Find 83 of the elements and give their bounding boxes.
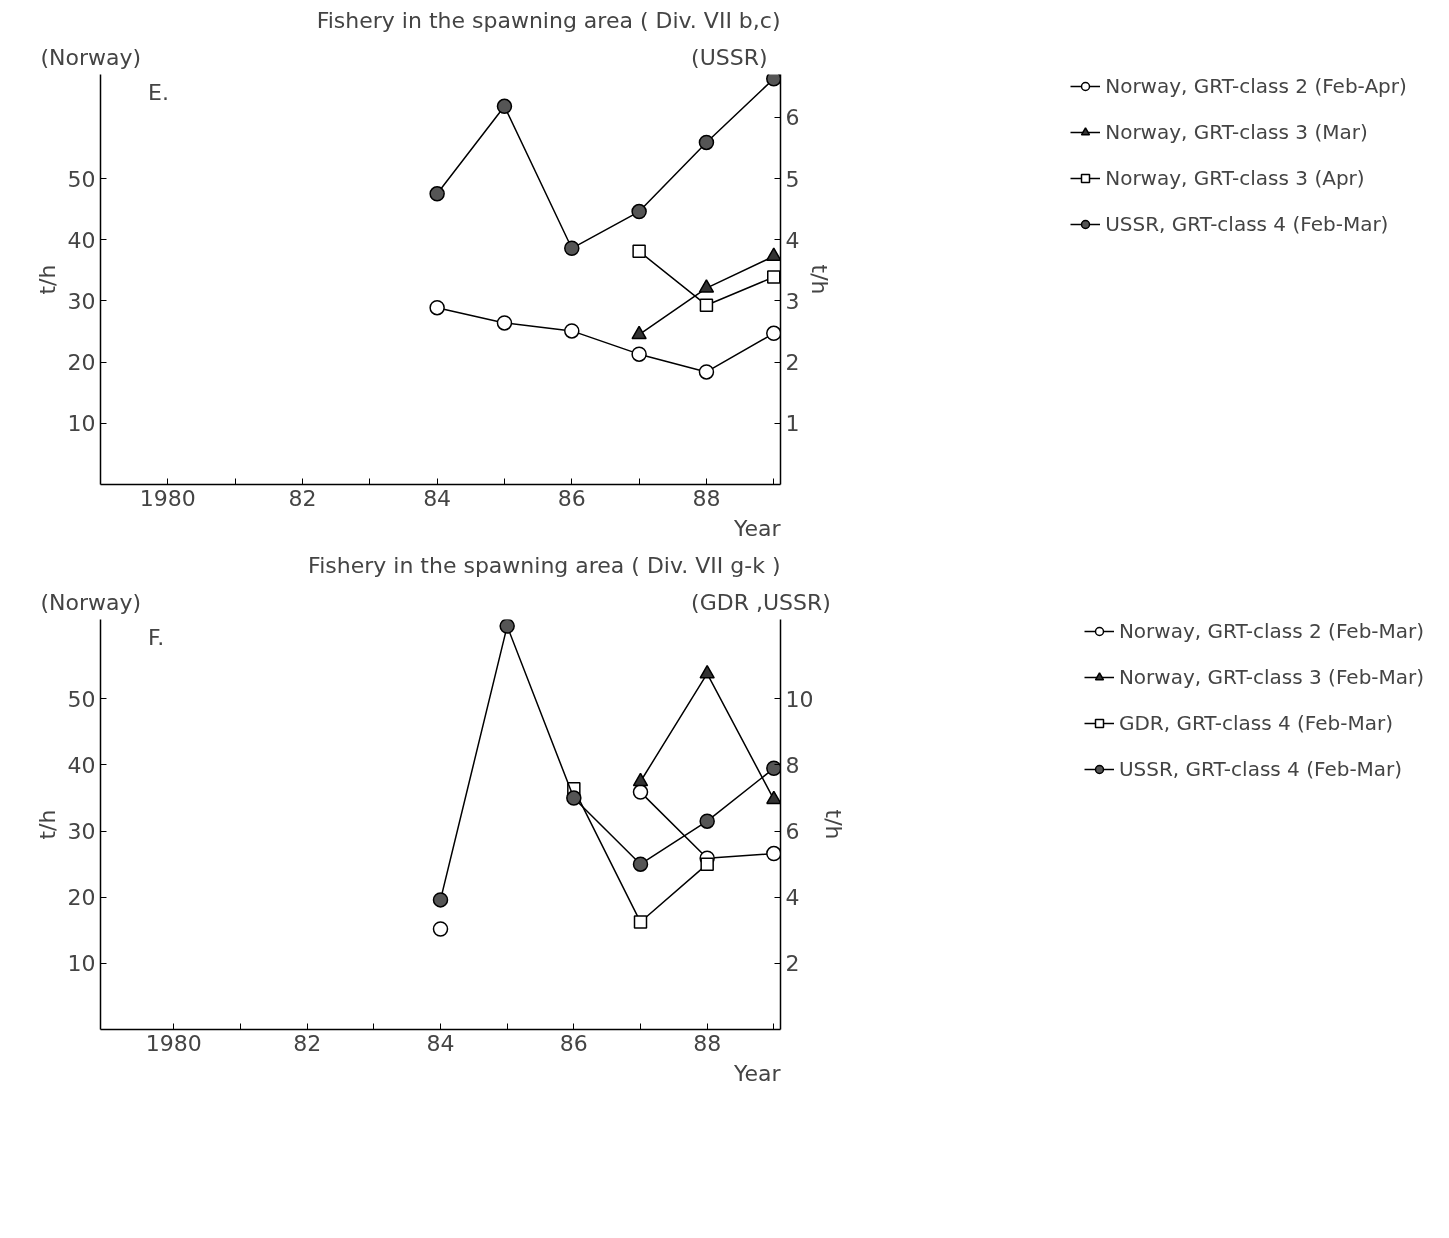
legend-label: Norway, GRT-class 3 (Mar) (1105, 120, 1368, 144)
y2-tick-label: 5 (785, 166, 800, 192)
point (699, 664, 715, 679)
x-tick-label: 86 (557, 485, 586, 511)
y-tick-label: 20 (67, 885, 96, 911)
legend-label: Norway, GRT-class 2 (Feb-Mar) (1118, 619, 1425, 643)
x-tick-label: 84 (423, 485, 452, 511)
legend-label: USSR, GRT-class 4 (Feb-Mar) (1118, 757, 1403, 781)
x-tick-label: 86 (559, 1030, 588, 1056)
y2-tick-label: 6 (785, 105, 800, 131)
x-tick-label: 82 (288, 485, 317, 511)
point (766, 845, 781, 862)
point (429, 186, 445, 202)
x-tick-label: 84 (426, 1030, 455, 1056)
point (564, 323, 580, 339)
y-tick-label: 20 (67, 350, 96, 376)
x-tick-label: 88 (692, 485, 721, 511)
point (496, 315, 513, 331)
point (432, 892, 449, 908)
point (566, 790, 582, 806)
point (766, 325, 781, 342)
point (633, 915, 648, 929)
annotation: E. (148, 79, 170, 105)
y2-tick-label: 8 (785, 752, 800, 778)
y2-tick-label: 4 (785, 885, 800, 911)
y2-tick-label: 2 (785, 350, 800, 376)
text: (Norway) (GDR ,USSR) (40, 589, 831, 615)
x-axis-title: Year (732, 1060, 782, 1086)
y2-tick-label: 4 (785, 227, 800, 253)
y2-tick-label: 1 (785, 411, 800, 437)
y-axis-title: t/h (34, 264, 60, 295)
legend-label: GDR, GRT-class 4 (Feb-Mar) (1118, 711, 1394, 735)
point (698, 279, 715, 293)
point (698, 364, 715, 380)
y2-tick-label: 6 (785, 819, 800, 845)
x-tick-label: 88 (693, 1030, 722, 1056)
legend-label: USSR, GRT-class 4 (Feb-Mar) (1105, 212, 1389, 236)
y-tick-label: 40 (67, 752, 96, 778)
point (632, 244, 646, 259)
x-tick-label: 1980 (145, 1030, 202, 1056)
legend-label: Norway, GRT-class 2 (Feb-Apr) (1105, 74, 1407, 98)
legend-label: Norway, GRT-class 3 (Apr) (1105, 166, 1365, 190)
y2-axis-title: t/h (821, 809, 847, 840)
y2-axis-title: t/h (807, 264, 833, 295)
point (631, 346, 647, 362)
point (499, 619, 515, 634)
point (631, 325, 647, 340)
legend-label: Norway, GRT-class 3 (Feb-Mar) (1118, 665, 1425, 689)
x-axis-title: Year (732, 515, 782, 541)
point (632, 784, 649, 800)
y2-tick-label: 3 (785, 288, 800, 314)
y-axis-title: t/h (34, 809, 60, 840)
point (632, 856, 649, 872)
point (766, 760, 781, 777)
point (698, 134, 715, 151)
y-tick-label: 40 (67, 227, 96, 253)
y-tick-label: 10 (67, 951, 96, 977)
point (564, 240, 580, 257)
x-tick-label: 1980 (139, 485, 196, 511)
y2-tick-label: 10 (785, 686, 814, 712)
point (767, 270, 781, 284)
y-tick-label: 30 (67, 288, 96, 314)
chart-title: Fishery in the spawning area ( Div. VII b,c) (316, 7, 781, 33)
annotation: F. (148, 624, 165, 650)
chart-title: Fishery in the spawning area ( Div. VII g-k ) (308, 552, 781, 578)
point (766, 74, 781, 87)
y-tick-label: 30 (67, 819, 96, 845)
point (766, 790, 781, 805)
point (700, 857, 714, 871)
point (432, 921, 449, 937)
point (496, 98, 513, 115)
point (429, 299, 445, 316)
point (699, 298, 714, 312)
point (699, 813, 715, 829)
point (631, 203, 647, 220)
y-tick-label: 50 (67, 686, 96, 712)
y-tick-label: 50 (67, 166, 96, 192)
y2-tick-label: 2 (785, 951, 800, 977)
text: (Norway) (USSR) (40, 44, 768, 70)
x-tick-label: 82 (293, 1030, 322, 1056)
point (766, 247, 781, 262)
point (632, 772, 649, 787)
y-tick-label: 10 (67, 411, 96, 437)
